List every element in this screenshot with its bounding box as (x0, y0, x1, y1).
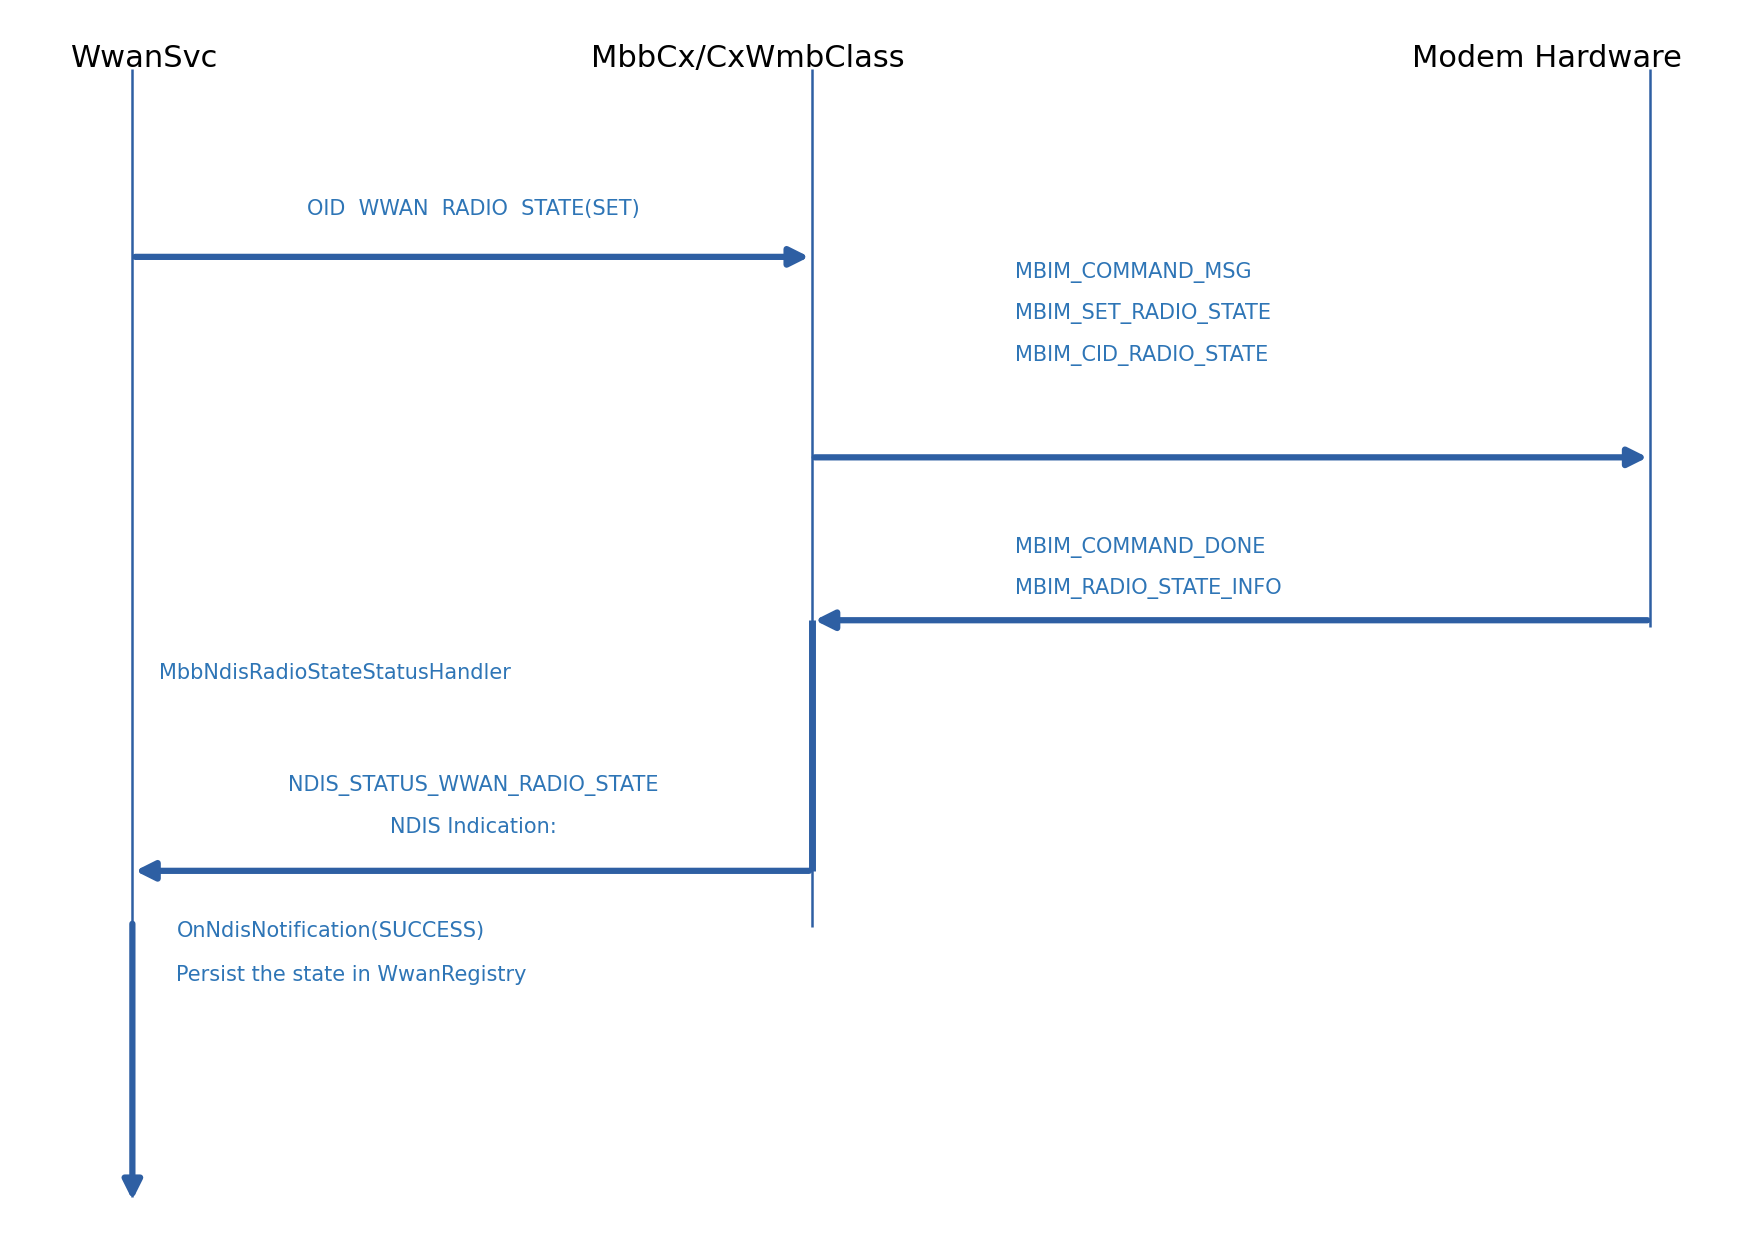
Text: MBIM_CID_RADIO_STATE: MBIM_CID_RADIO_STATE (1014, 345, 1267, 366)
Text: MBIM_RADIO_STATE_INFO: MBIM_RADIO_STATE_INFO (1014, 578, 1281, 599)
Text: Modem Hardware: Modem Hardware (1411, 44, 1681, 73)
Text: NDIS Indication:: NDIS Indication: (390, 817, 556, 837)
Text: MbbCx/CxWmbClass: MbbCx/CxWmbClass (591, 44, 905, 73)
Text: WwanSvc: WwanSvc (71, 44, 217, 73)
Text: MBIM_SET_RADIO_STATE: MBIM_SET_RADIO_STATE (1014, 303, 1270, 325)
Text: MbbNdisRadioStateStatusHandler: MbbNdisRadioStateStatusHandler (159, 663, 512, 683)
Text: OID  WWAN  RADIO  STATE(SET): OID WWAN RADIO STATE(SET) (307, 199, 639, 219)
Text: MBIM_COMMAND_DONE: MBIM_COMMAND_DONE (1014, 536, 1265, 558)
Text: OnNdisNotification(SUCCESS): OnNdisNotification(SUCCESS) (176, 921, 485, 941)
Text: Persist the state in WwanRegistry: Persist the state in WwanRegistry (176, 965, 527, 985)
Text: NDIS_STATUS_WWAN_RADIO_STATE: NDIS_STATUS_WWAN_RADIO_STATE (288, 774, 658, 796)
Text: MBIM_COMMAND_MSG: MBIM_COMMAND_MSG (1014, 262, 1251, 283)
